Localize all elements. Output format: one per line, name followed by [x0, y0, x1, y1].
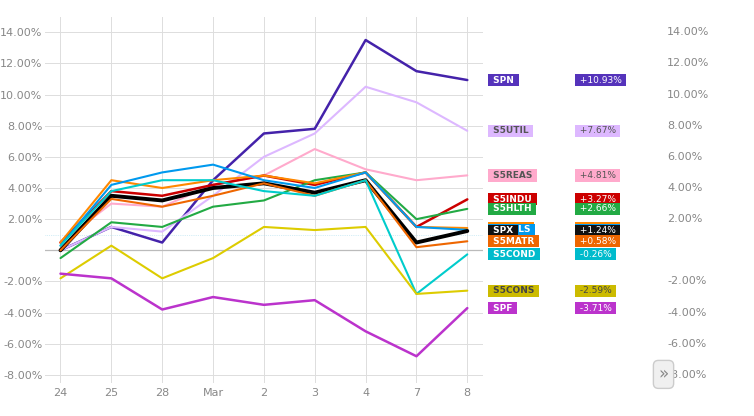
- Text: »: »: [658, 365, 669, 384]
- Text: 2.00%: 2.00%: [667, 214, 703, 224]
- Text: S5INFT: S5INFT: [490, 223, 532, 233]
- Text: S5CONS: S5CONS: [490, 286, 538, 295]
- Text: S5REAS: S5REAS: [490, 171, 535, 180]
- Text: S5MATR: S5MATR: [490, 237, 538, 246]
- Text: +1.31%: +1.31%: [577, 225, 619, 234]
- Text: 14.00%: 14.00%: [667, 27, 710, 37]
- Text: +4.81%: +4.81%: [577, 171, 619, 180]
- Text: +7.67%: +7.67%: [577, 126, 619, 135]
- Text: 6.00%: 6.00%: [667, 152, 703, 162]
- Text: S5HLTH: S5HLTH: [490, 204, 535, 213]
- Text: +1.24%: +1.24%: [577, 226, 618, 235]
- Text: 10.00%: 10.00%: [667, 89, 710, 99]
- Text: -2.00%: -2.00%: [667, 277, 706, 287]
- Text: S5COND: S5COND: [490, 250, 538, 259]
- Text: -0.26%: -0.26%: [577, 250, 615, 259]
- Text: 4.00%: 4.00%: [667, 183, 703, 193]
- Text: SPF: SPF: [490, 304, 516, 312]
- Text: -3.71%: -3.71%: [577, 304, 615, 312]
- Text: S5UTIL: S5UTIL: [490, 126, 532, 135]
- Text: +2.66%: +2.66%: [577, 204, 619, 213]
- Text: -2.59%: -2.59%: [577, 286, 615, 295]
- Text: SPN: SPN: [490, 76, 517, 84]
- Text: -8.00%: -8.00%: [667, 370, 706, 380]
- Text: +1.43%: +1.43%: [577, 223, 619, 233]
- Text: -6.00%: -6.00%: [667, 339, 706, 349]
- Text: +10.93%: +10.93%: [577, 76, 624, 84]
- Text: S5TELS: S5TELS: [490, 225, 534, 234]
- Text: 8.00%: 8.00%: [667, 121, 703, 131]
- Text: 12.00%: 12.00%: [667, 58, 710, 68]
- Text: SPX: SPX: [490, 226, 516, 235]
- Text: S5INDU: S5INDU: [490, 195, 535, 204]
- Text: +0.58%: +0.58%: [577, 237, 619, 246]
- Text: +3.27%: +3.27%: [577, 195, 619, 204]
- Text: -4.00%: -4.00%: [667, 307, 706, 318]
